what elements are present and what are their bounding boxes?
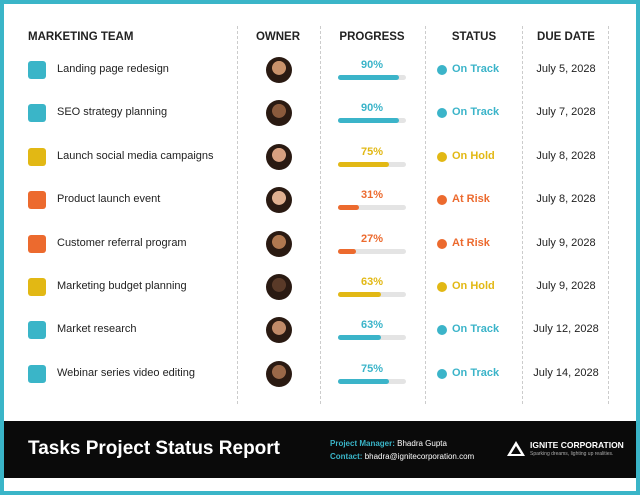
task-icon bbox=[28, 191, 46, 210]
status-dot bbox=[437, 368, 447, 379]
separator bbox=[608, 26, 609, 404]
progress-track bbox=[338, 378, 406, 384]
status-dot bbox=[437, 238, 447, 249]
progress-label: 63% bbox=[360, 319, 384, 332]
column-header: OWNER bbox=[255, 31, 301, 43]
column-header: STATUS bbox=[451, 31, 497, 43]
task-name: Product launch event bbox=[57, 193, 161, 206]
footer: Tasks Project Status Report Project Mana… bbox=[4, 421, 636, 478]
due-date: July 7, 2028 bbox=[536, 106, 596, 119]
status: On Track bbox=[452, 63, 500, 75]
task-icon bbox=[28, 234, 46, 253]
progress-label: 75% bbox=[360, 145, 384, 158]
task-name: Marketing budget planning bbox=[57, 280, 187, 292]
avatar bbox=[266, 100, 292, 127]
progress-label: 90% bbox=[360, 102, 384, 115]
status-dot bbox=[437, 65, 447, 75]
due-date: July 9, 2028 bbox=[536, 280, 596, 292]
task-name: Customer referral program bbox=[57, 236, 187, 249]
column-header: DUE DATE bbox=[537, 31, 595, 43]
value: bhadra@ignitecorporation.com bbox=[364, 452, 475, 461]
task-icon bbox=[28, 278, 46, 296]
manager: Project Manager: Bhadra Gupta bbox=[330, 439, 447, 448]
progress-label: 27% bbox=[360, 232, 384, 245]
due-date: July 12, 2028 bbox=[533, 323, 599, 336]
status: At Risk bbox=[452, 193, 490, 206]
status: On Track bbox=[452, 366, 500, 379]
due-date: July 14, 2028 bbox=[533, 366, 599, 379]
avatar bbox=[266, 230, 292, 257]
progress-track bbox=[338, 118, 406, 124]
avatar bbox=[266, 143, 292, 170]
status-dot bbox=[437, 282, 447, 292]
progress-label: 90% bbox=[360, 59, 384, 71]
report-title: Tasks Project Status Report bbox=[28, 438, 281, 459]
progress-track bbox=[338, 292, 406, 297]
task-name: Landing page redesign bbox=[57, 63, 169, 75]
avatar bbox=[266, 187, 292, 214]
column-header: MARKETING TEAM bbox=[28, 31, 134, 43]
progress-track bbox=[338, 75, 406, 80]
task-name: Launch social media campaigns bbox=[57, 149, 214, 162]
status-dot bbox=[437, 151, 447, 162]
status-dot bbox=[437, 195, 447, 206]
due-date: July 8, 2028 bbox=[536, 193, 596, 206]
avatar bbox=[266, 360, 292, 387]
due-date: July 9, 2028 bbox=[536, 236, 596, 249]
progress-bar bbox=[338, 292, 381, 297]
task-icon bbox=[28, 364, 46, 383]
progress-label: 75% bbox=[360, 362, 384, 375]
progress-bar bbox=[338, 161, 389, 167]
task-icon bbox=[28, 147, 46, 166]
task-name: Webinar series video editing bbox=[57, 366, 195, 379]
separator bbox=[522, 26, 523, 404]
progress-bar bbox=[338, 118, 400, 124]
contact: Contact: bhadra@ignitecorporation.com bbox=[330, 452, 474, 461]
progress-track bbox=[338, 248, 406, 254]
avatar bbox=[266, 274, 292, 300]
logo bbox=[507, 441, 525, 456]
task-icon bbox=[28, 321, 46, 340]
progress-bar bbox=[338, 248, 357, 254]
progress-track bbox=[338, 205, 406, 211]
task-name: SEO strategy planning bbox=[57, 106, 168, 119]
progress-bar bbox=[338, 75, 400, 80]
due-date: July 5, 2028 bbox=[536, 63, 596, 75]
separator bbox=[320, 26, 321, 404]
separator bbox=[425, 26, 426, 404]
status: On Track bbox=[452, 106, 500, 119]
tagline: Sparking dreams, lighting up realities. bbox=[530, 451, 614, 457]
status: On Hold bbox=[452, 149, 495, 162]
company: IGNITE CORPORATION bbox=[530, 440, 624, 450]
status: At Risk bbox=[452, 236, 490, 249]
avatar bbox=[266, 317, 292, 344]
label: Project Manager: bbox=[330, 439, 395, 448]
progress-label: 63% bbox=[360, 276, 384, 288]
progress-bar bbox=[338, 335, 381, 341]
separator bbox=[237, 26, 238, 404]
progress-track bbox=[338, 161, 406, 167]
task-icon bbox=[28, 104, 46, 123]
avatar bbox=[266, 57, 292, 83]
status-dot bbox=[437, 108, 447, 119]
status: On Hold bbox=[452, 280, 495, 292]
status-dot bbox=[437, 325, 447, 336]
value: Bhadra Gupta bbox=[397, 439, 447, 448]
progress-label: 31% bbox=[360, 189, 384, 202]
task-icon bbox=[28, 61, 46, 79]
due-date: July 8, 2028 bbox=[536, 149, 596, 162]
status: On Track bbox=[452, 323, 500, 336]
progress-bar bbox=[338, 205, 360, 211]
progress-bar bbox=[338, 378, 389, 384]
task-name: Market research bbox=[57, 323, 137, 336]
label: Contact: bbox=[330, 452, 363, 461]
progress-track bbox=[338, 335, 406, 341]
column-header: PROGRESS bbox=[339, 31, 405, 43]
